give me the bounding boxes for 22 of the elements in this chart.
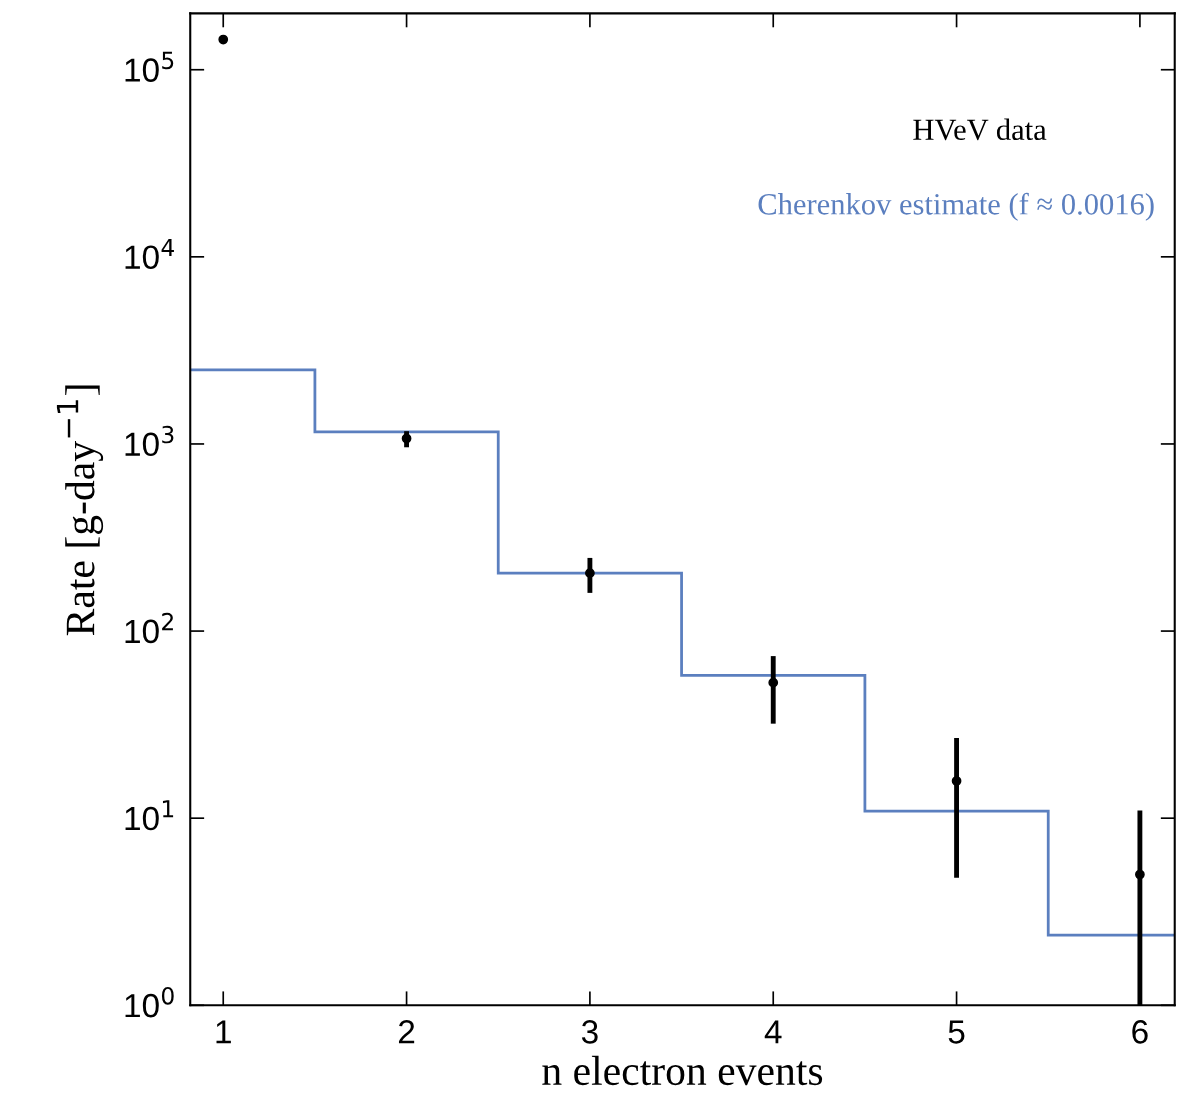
x-tick-label: 6 bbox=[1132, 1020, 1148, 1044]
point bbox=[1135, 869, 1145, 880]
x-tick-label: 4 bbox=[764, 1020, 782, 1044]
point bbox=[768, 677, 779, 688]
point bbox=[218, 34, 229, 45]
y-tick-label: 10$^{4}$ bbox=[125, 238, 174, 270]
y-tick-label: 10$^{1}$ bbox=[125, 800, 174, 831]
y-tick-label: 10$^{0}$ bbox=[125, 987, 174, 1018]
x-tick-label: 3 bbox=[581, 1020, 598, 1044]
x-tick-label: 2 bbox=[398, 1020, 415, 1044]
y-tick-label: 10$^{3}$ bbox=[125, 425, 174, 457]
point bbox=[585, 568, 595, 578]
x-tick-label: 5 bbox=[948, 1020, 965, 1044]
y-axis-title: Rate [g-day$^{−1}$] bbox=[56, 385, 104, 636]
text: Cherenkov estimate (f ≈ 0.0016) bbox=[758, 192, 1154, 221]
x-axis-title: n electron events bbox=[542, 1055, 823, 1086]
x-tick-label: 1 bbox=[216, 1020, 231, 1044]
point bbox=[951, 776, 962, 786]
y-tick-label: 10$^{2}$ bbox=[125, 612, 173, 644]
text: HVeV data bbox=[913, 118, 1047, 141]
point bbox=[401, 433, 412, 444]
y-tick-label: 10$^{5}$ bbox=[125, 51, 174, 82]
